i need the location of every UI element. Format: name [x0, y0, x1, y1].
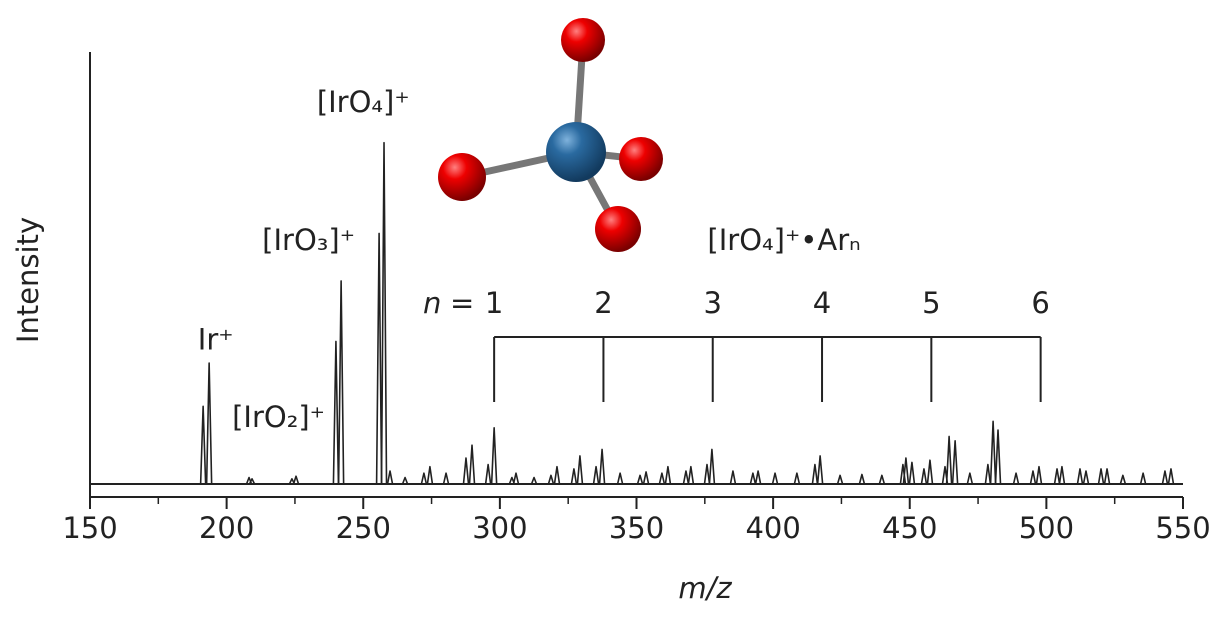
- peak: [908, 461, 916, 485]
- peak: [664, 465, 672, 485]
- peak: [966, 472, 974, 485]
- annotation: Ir⁺: [198, 322, 234, 356]
- cluster-symbol: n: [423, 286, 441, 320]
- peak: [420, 472, 428, 485]
- x-tick-label: 350: [609, 511, 664, 545]
- peak: [570, 468, 578, 485]
- peak: [858, 473, 866, 485]
- peak: [553, 465, 561, 485]
- peak: [703, 463, 711, 485]
- peak: [401, 476, 409, 485]
- x-tick-label: 300: [472, 511, 527, 545]
- peak: [989, 420, 997, 485]
- peak: [1058, 465, 1066, 485]
- peak: [1161, 470, 1169, 485]
- cluster-n-label: 6: [1031, 286, 1049, 320]
- peak: [994, 429, 1002, 485]
- cluster-equals: =: [450, 286, 474, 320]
- cluster-n-label: 3: [704, 286, 722, 320]
- peak: [816, 455, 824, 485]
- peak: [836, 474, 844, 485]
- x-tick-label: 450: [882, 511, 937, 545]
- peak: [468, 444, 476, 485]
- peak: [902, 457, 910, 485]
- peak: [576, 455, 584, 485]
- x-tick-label: 200: [199, 511, 254, 545]
- peak: [426, 465, 434, 485]
- peak: [205, 362, 213, 485]
- peak: [547, 474, 555, 485]
- cluster-n-label: 2: [594, 286, 612, 320]
- x-tick-label: 500: [1019, 511, 1074, 545]
- peak: [811, 463, 819, 485]
- x-tick-label: 550: [1155, 511, 1210, 545]
- peak: [386, 470, 394, 485]
- annotation: [IrO₃]⁺: [262, 223, 355, 257]
- peak: [729, 470, 737, 485]
- peak: [1139, 472, 1147, 485]
- peak: [1167, 468, 1175, 485]
- peak: [292, 475, 300, 485]
- peak: [945, 435, 953, 485]
- peak: [332, 340, 340, 485]
- peak: [754, 470, 762, 485]
- peak: [199, 405, 207, 485]
- peak: [984, 463, 992, 485]
- x-tick-label: 250: [336, 511, 391, 545]
- cluster-n-label: 4: [813, 286, 831, 320]
- y-axis-label: Intensity: [11, 217, 45, 343]
- peak: [380, 141, 388, 485]
- peak: [442, 472, 450, 485]
- cluster-n-label: 5: [922, 286, 940, 320]
- peak: [616, 472, 624, 485]
- peak: [878, 474, 886, 485]
- molecule: [438, 18, 663, 252]
- x-axis-label: m/z: [678, 571, 732, 605]
- annotation: [IrO₄]⁺: [317, 85, 410, 119]
- peak: [1029, 470, 1037, 485]
- peak: [636, 474, 644, 485]
- peak: [687, 465, 695, 485]
- peak: [1082, 470, 1090, 485]
- peak: [642, 471, 650, 485]
- cluster-n-label: 1: [485, 286, 503, 320]
- peak: [592, 465, 600, 485]
- peak: [951, 440, 959, 485]
- x-tick-label: 150: [62, 511, 117, 545]
- peak: [771, 472, 779, 485]
- peak: [1012, 472, 1020, 485]
- peak: [1119, 474, 1127, 485]
- x-tick-label: 400: [745, 511, 800, 545]
- peak: [749, 472, 757, 485]
- peak: [512, 472, 520, 485]
- peak: [248, 478, 256, 485]
- peak: [598, 448, 606, 485]
- peak: [375, 232, 383, 485]
- peak: [462, 457, 470, 485]
- annotation: [IrO₄]⁺•Arₙ: [707, 223, 860, 257]
- peak: [1103, 468, 1111, 485]
- peak: [1097, 468, 1105, 485]
- peak: [490, 427, 498, 485]
- peak: [530, 476, 538, 485]
- peak: [484, 463, 492, 485]
- peak: [920, 468, 928, 485]
- peak: [793, 472, 801, 485]
- annotation: [IrO₂]⁺: [232, 400, 325, 434]
- peak: [337, 280, 345, 485]
- peak: [658, 472, 666, 485]
- peak: [926, 459, 934, 485]
- peak: [708, 448, 716, 485]
- peak: [1053, 468, 1061, 485]
- peak: [682, 470, 690, 485]
- peak: [1035, 465, 1043, 485]
- peak: [1076, 468, 1084, 485]
